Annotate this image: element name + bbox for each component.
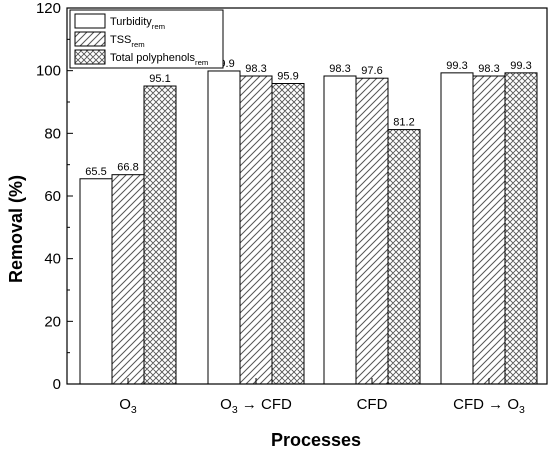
bar-s2-c2 [387, 129, 421, 385]
bar-value-label: 97.6 [361, 65, 382, 77]
bar-labels-layer: 65.599.9 98.3 99.366.898.3 97.6 98.395.1 95.9… [85, 58, 531, 178]
bar-value-label: 81.2 [393, 117, 414, 129]
legend-swatch-2 [74, 49, 106, 65]
x-tick-label-sub: 3 [131, 404, 137, 416]
x-tick-label: CFD [357, 396, 388, 413]
bar-s2-c0 [143, 85, 177, 385]
bar-s1-c1 [239, 75, 273, 385]
bar-s2-c1 [271, 83, 305, 385]
legend-label-0-main: Turbidity [110, 16, 152, 28]
x-tick-label: O3 [119, 396, 137, 416]
legend-label-2-main: Total polyphenols [110, 52, 196, 64]
legend-label-2: Total polyphenolsrem [110, 52, 208, 67]
x-tick-label: CFD → O3 [453, 396, 525, 416]
x-tick-label-tail: → CFD [238, 396, 292, 413]
legend-swatch-1 [74, 31, 106, 47]
x-tick-label-sub: 3 [232, 404, 238, 416]
legend-label-0-sub: rem [152, 22, 165, 31]
x-tick-label: O3 → CFD [220, 396, 292, 416]
bar-s1-c2 [355, 77, 389, 385]
y-tick-label: 40 [44, 251, 61, 268]
bars-layer [79, 70, 538, 385]
bar-value-label: 66.8 [117, 162, 138, 174]
y-tick-label: 60 [44, 188, 61, 205]
bar-value-label: 99.3 [446, 60, 467, 72]
legend-swatch-0 [74, 13, 106, 29]
legend-label-0: Turbidityrem [110, 16, 165, 31]
bar-value-label: 98.3 [329, 63, 350, 75]
bar-value-label: 65.5 [85, 166, 106, 178]
x-tick-label-sub: 3 [519, 404, 525, 416]
bar-s0-c0 [79, 178, 113, 385]
y-tick-label: 100 [36, 63, 61, 80]
bar-s0-c3 [440, 72, 474, 385]
bar-s1-c3 [472, 75, 506, 385]
legend-label-1-main: TSS [110, 34, 131, 46]
x-axis-title: Processes [271, 430, 361, 450]
x-tick-label-main: CFD [357, 396, 388, 413]
bar-s2-c3 [504, 72, 538, 385]
bar-value-label: 99.3 [510, 60, 531, 72]
legend-label-1: TSSrem [110, 34, 145, 49]
bar-value-label: 98.3 [478, 63, 499, 75]
legend-label-1-sub: rem [131, 40, 144, 49]
legend-label-2-sub: rem [195, 58, 208, 67]
bar-s0-c2 [323, 75, 357, 385]
bar-value-label: 95.9 [277, 71, 298, 83]
x-tick-label-main: O [220, 396, 232, 413]
bar-s1-c0 [111, 174, 145, 385]
y-tick-label: 120 [36, 0, 61, 17]
x-tick-label-main: CFD → O [453, 396, 519, 413]
y-tick-label: 80 [44, 125, 61, 142]
bar-value-label: 98.3 [245, 63, 266, 75]
bar-value-label: 95.1 [149, 73, 170, 85]
y-tick-label: 20 [44, 313, 61, 330]
y-tick-label: 0 [53, 376, 61, 393]
x-tick-label-main: O [119, 396, 131, 413]
bar-s0-c1 [207, 70, 241, 385]
y-axis-title: Removal (%) [6, 175, 26, 283]
